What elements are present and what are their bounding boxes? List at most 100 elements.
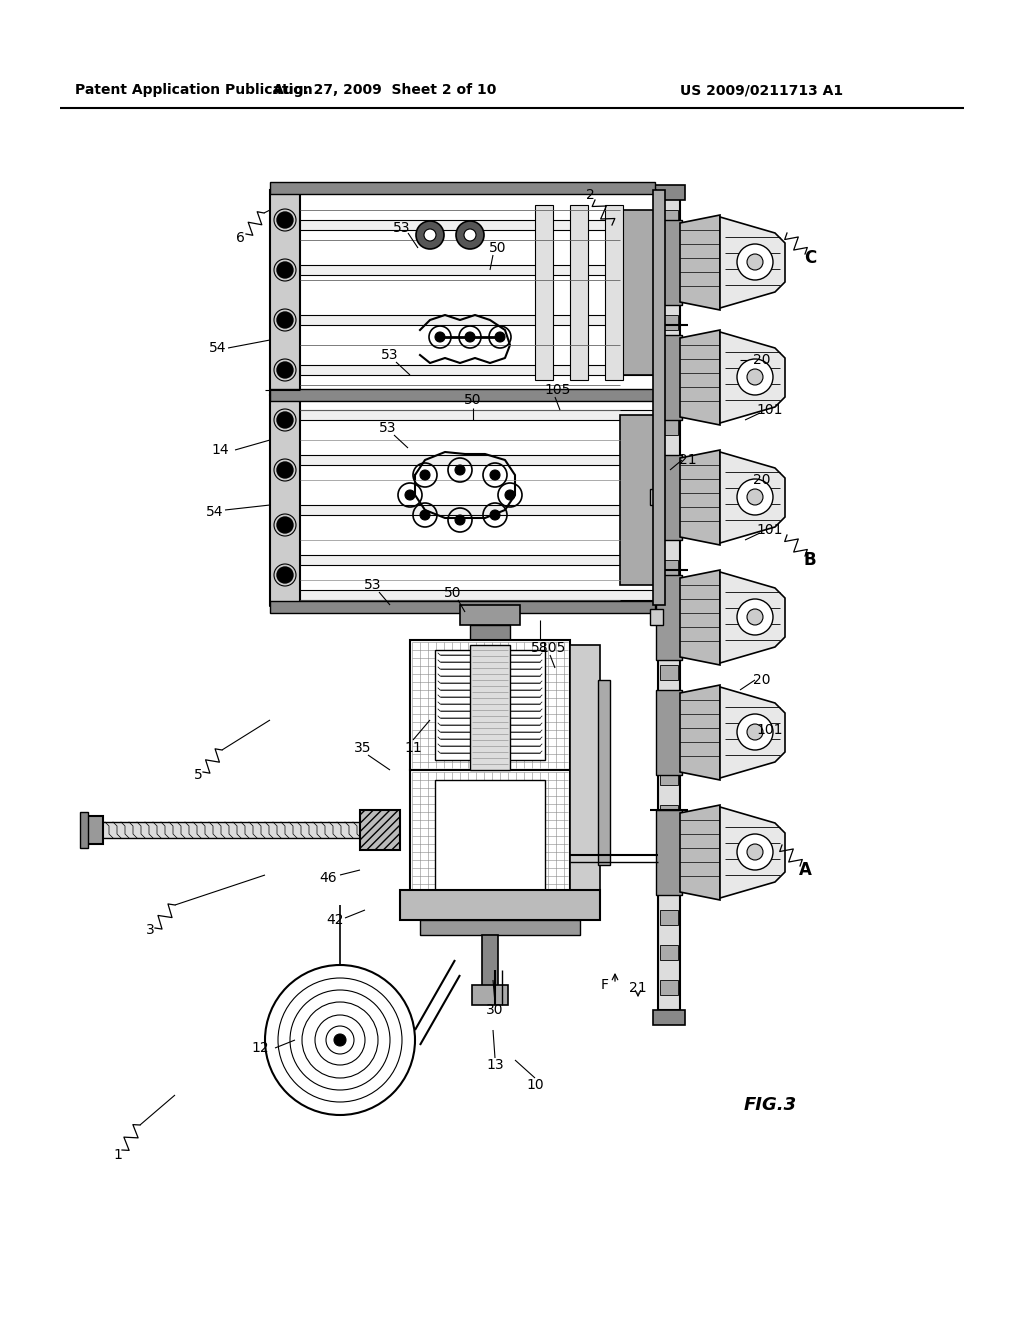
Text: 46: 46	[319, 871, 337, 884]
Text: Patent Application Publication: Patent Application Publication	[75, 83, 312, 96]
Text: 12: 12	[251, 1041, 269, 1055]
Circle shape	[455, 465, 465, 475]
Circle shape	[278, 213, 293, 228]
Circle shape	[278, 412, 293, 428]
Text: 20: 20	[754, 673, 771, 686]
Bar	[482, 935, 498, 990]
Circle shape	[746, 843, 763, 861]
Bar	[656, 576, 682, 660]
Text: 30: 30	[486, 1003, 504, 1016]
Text: 20: 20	[754, 352, 771, 367]
Bar	[360, 810, 400, 850]
Bar	[660, 525, 678, 540]
Bar	[660, 560, 678, 576]
Text: 13: 13	[486, 1059, 504, 1072]
Bar	[300, 265, 655, 275]
Bar	[472, 985, 508, 1005]
Text: 53: 53	[379, 421, 396, 436]
Polygon shape	[720, 216, 785, 308]
Polygon shape	[680, 450, 720, 545]
Bar	[660, 979, 678, 995]
Bar	[656, 335, 682, 420]
Bar	[410, 770, 570, 900]
Bar	[660, 385, 678, 400]
Circle shape	[278, 517, 293, 533]
Bar	[656, 455, 682, 540]
Bar	[300, 506, 655, 515]
Text: 58: 58	[531, 642, 549, 655]
Bar	[300, 590, 655, 601]
Bar	[410, 640, 570, 770]
Bar	[270, 182, 655, 194]
Bar	[653, 185, 685, 201]
Bar	[300, 220, 655, 230]
Text: 50: 50	[489, 242, 507, 255]
Bar	[478, 612, 502, 620]
Bar	[660, 420, 678, 436]
Circle shape	[737, 359, 773, 395]
Circle shape	[737, 244, 773, 280]
Text: 2: 2	[586, 187, 594, 202]
Bar	[660, 735, 678, 750]
Text: 101: 101	[757, 523, 783, 537]
Circle shape	[420, 510, 430, 520]
Circle shape	[435, 333, 445, 342]
Bar	[620, 414, 655, 585]
Polygon shape	[680, 330, 720, 425]
Bar	[660, 630, 678, 645]
Circle shape	[278, 261, 293, 279]
Circle shape	[416, 220, 444, 249]
Bar	[660, 210, 678, 224]
Bar	[80, 812, 88, 847]
Text: 20: 20	[754, 473, 771, 487]
Bar	[650, 488, 663, 506]
Bar	[653, 1010, 685, 1026]
Bar	[300, 315, 655, 325]
Circle shape	[495, 333, 505, 342]
Polygon shape	[720, 807, 785, 898]
Text: A: A	[799, 861, 811, 879]
Text: 5: 5	[194, 768, 203, 781]
Bar	[420, 920, 580, 935]
Text: 10: 10	[526, 1078, 544, 1092]
Text: 6: 6	[236, 231, 245, 246]
Polygon shape	[720, 451, 785, 543]
Bar	[270, 601, 655, 612]
Bar	[598, 680, 610, 865]
Bar	[535, 205, 553, 380]
Circle shape	[490, 510, 500, 520]
Bar	[460, 605, 520, 624]
Text: 53: 53	[381, 348, 398, 362]
Circle shape	[420, 470, 430, 480]
Bar	[300, 411, 655, 420]
Bar	[270, 389, 655, 401]
Polygon shape	[720, 686, 785, 777]
Bar	[660, 770, 678, 785]
Bar	[660, 595, 678, 610]
Bar	[660, 350, 678, 366]
Bar	[270, 395, 300, 605]
Circle shape	[334, 1034, 346, 1045]
Text: 54: 54	[206, 506, 224, 519]
Circle shape	[746, 253, 763, 271]
Text: Aug. 27, 2009  Sheet 2 of 10: Aug. 27, 2009 Sheet 2 of 10	[273, 83, 497, 96]
Bar	[660, 280, 678, 294]
Circle shape	[737, 714, 773, 750]
Circle shape	[746, 370, 763, 385]
Text: 53: 53	[393, 220, 411, 235]
Bar	[270, 190, 655, 395]
Bar	[300, 554, 655, 565]
Text: 101: 101	[757, 723, 783, 737]
Circle shape	[278, 362, 293, 378]
Bar	[660, 805, 678, 820]
Bar	[660, 455, 678, 470]
Polygon shape	[680, 685, 720, 780]
Text: 42: 42	[327, 913, 344, 927]
Bar	[435, 649, 545, 760]
Circle shape	[737, 834, 773, 870]
Text: 21: 21	[679, 453, 696, 467]
Text: 3: 3	[145, 923, 155, 937]
Bar	[400, 890, 600, 920]
Bar	[660, 945, 678, 960]
Text: US 2009/0211713 A1: US 2009/0211713 A1	[680, 83, 843, 96]
